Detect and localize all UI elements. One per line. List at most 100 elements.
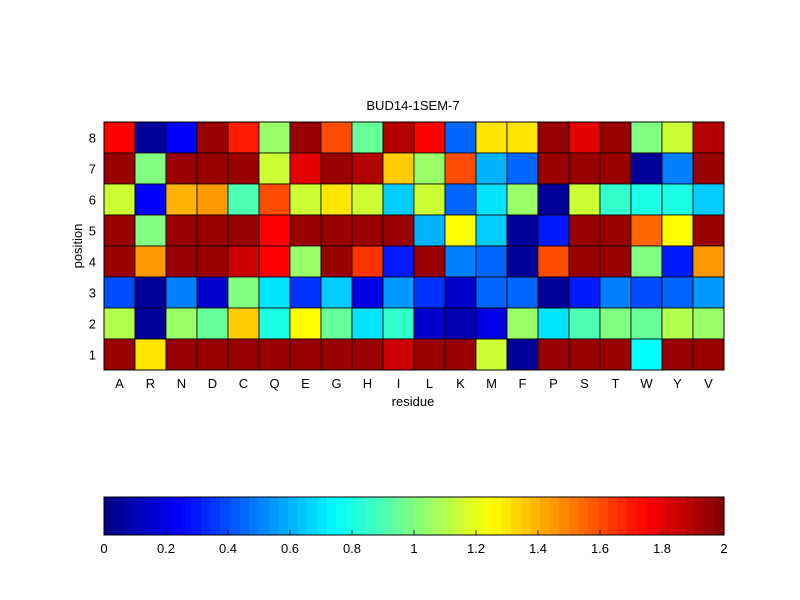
- heatmap-cell: [630, 276, 663, 309]
- heatmap-grid: [103, 121, 725, 371]
- x-tick-label: Q: [269, 376, 279, 391]
- colorbar-swatch: [607, 497, 619, 535]
- heatmap-cell: [227, 276, 260, 309]
- heatmap-cell: [103, 183, 136, 216]
- heatmap-cell: [661, 121, 694, 154]
- heatmap-cell: [382, 214, 415, 247]
- heatmap-cell: [692, 276, 725, 309]
- heatmap-cell: [537, 245, 570, 278]
- heatmap-cell: [103, 338, 136, 371]
- heatmap-cell: [413, 152, 446, 185]
- x-axis-label: residue: [392, 394, 435, 409]
- heatmap-cell: [692, 307, 725, 340]
- heatmap-cell: [444, 338, 477, 371]
- heatmap-cell: [568, 152, 601, 185]
- colorbar-swatch: [123, 497, 134, 535]
- colorbar-swatch: [307, 497, 318, 535]
- colorbar-tick-label: 0.2: [157, 541, 175, 556]
- colorbar-swatch: [443, 497, 454, 535]
- heatmap-cell: [227, 338, 260, 371]
- colorbar-swatch: [617, 497, 628, 535]
- heatmap-cell: [537, 214, 570, 247]
- heatmap-cell: [382, 276, 415, 309]
- heatmap-cell: [134, 276, 167, 309]
- heatmap-cell: [599, 152, 632, 185]
- heatmap-cell: [630, 307, 663, 340]
- heatmap-cell: [568, 245, 601, 278]
- heatmap-cell: [320, 152, 353, 185]
- x-tick-label: V: [704, 376, 713, 391]
- heatmap-cell: [537, 183, 570, 216]
- colorbar-tick-label: 0.8: [343, 541, 361, 556]
- heatmap-cell: [692, 338, 725, 371]
- x-tick-label: Y: [673, 376, 682, 391]
- heatmap-cell: [568, 276, 601, 309]
- heatmap-cell: [661, 183, 694, 216]
- heatmap-cell: [351, 276, 384, 309]
- heatmap-cell: [599, 214, 632, 247]
- heatmap-cell: [320, 245, 353, 278]
- heatmap-cell: [196, 183, 229, 216]
- colorbar-swatch: [239, 497, 250, 535]
- heatmap-cell: [320, 307, 353, 340]
- heatmap-cell: [289, 152, 322, 185]
- colorbar-swatch: [433, 497, 444, 535]
- heatmap-cell: [258, 276, 291, 309]
- x-tick-label: R: [146, 376, 155, 391]
- y-tick-label: 8: [89, 131, 96, 146]
- y-tick-label: 3: [89, 286, 96, 301]
- heatmap-cell: [227, 121, 260, 154]
- colorbar-swatch: [162, 497, 173, 535]
- colorbar-swatch: [152, 497, 163, 535]
- heatmap-cell: [258, 121, 291, 154]
- heatmap-cell: [134, 183, 167, 216]
- heatmap-cell: [475, 214, 508, 247]
- heatmap-cell: [103, 276, 136, 309]
- colorbar-swatch: [268, 497, 279, 535]
- colorbar-swatch: [481, 497, 493, 535]
- heatmap-cell: [413, 338, 446, 371]
- heatmap-cell: [165, 245, 198, 278]
- colorbar-swatch: [598, 497, 609, 535]
- heatmap-cell: [165, 338, 198, 371]
- x-tick-label: G: [331, 376, 341, 391]
- heatmap-cell: [475, 121, 508, 154]
- heatmap-cell: [134, 152, 167, 185]
- colorbar-swatch: [278, 497, 289, 535]
- heatmap-cell: [320, 338, 353, 371]
- heatmap-cell: [289, 245, 322, 278]
- heatmap-cell: [196, 338, 229, 371]
- heatmap-cell: [289, 214, 322, 247]
- heatmap-cell: [351, 183, 384, 216]
- heatmap-cell: [382, 338, 415, 371]
- colorbar-swatch: [317, 497, 328, 535]
- heatmap-cell: [692, 214, 725, 247]
- heatmap-cell: [444, 214, 477, 247]
- heatmap-cell: [630, 121, 663, 154]
- heatmap-cell: [506, 276, 539, 309]
- colorbar-swatch: [326, 497, 338, 535]
- heatmap-cell: [537, 307, 570, 340]
- heatmap-cell: [320, 121, 353, 154]
- colorbar-swatch: [191, 497, 202, 535]
- colorbar-swatch: [355, 497, 367, 535]
- heatmap-cell: [258, 338, 291, 371]
- y-tick-label: 1: [89, 348, 96, 363]
- x-tick-label: K: [456, 376, 465, 391]
- y-tick-label: 2: [89, 317, 96, 332]
- colorbar-swatch: [472, 497, 483, 535]
- heatmap-cell: [351, 338, 384, 371]
- colorbar-swatch: [675, 497, 686, 535]
- x-tick-label: C: [239, 376, 248, 391]
- colorbar-swatch: [104, 497, 115, 535]
- heatmap-cell: [599, 307, 632, 340]
- y-tick-label: 5: [89, 224, 96, 239]
- heatmap-cell: [351, 214, 384, 247]
- colorbar-swatch: [113, 497, 124, 535]
- heatmap-cell: [196, 276, 229, 309]
- colorbar-swatch: [588, 497, 599, 535]
- colorbar-swatch: [365, 497, 376, 535]
- chart-title: BUD14-1SEM-7: [366, 98, 459, 113]
- heatmap-cell: [444, 276, 477, 309]
